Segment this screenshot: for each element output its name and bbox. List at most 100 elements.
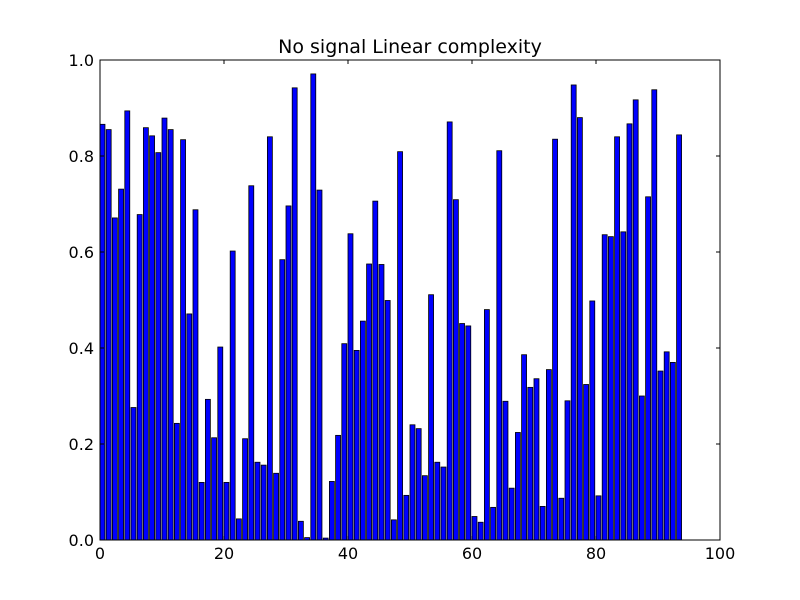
bar-84	[620, 231, 627, 541]
bar-55	[440, 466, 447, 541]
bar-29	[279, 259, 286, 541]
bar-78	[583, 384, 589, 541]
x-axis-ticks: 0 20 40 60 80 100	[95, 60, 735, 563]
x-tick-label-2: 40	[338, 544, 358, 563]
bar-63	[490, 506, 496, 541]
bar-58	[459, 323, 465, 541]
bar-54	[434, 461, 441, 541]
bar-88	[645, 196, 651, 541]
bar-37	[328, 481, 335, 541]
bar-35	[316, 189, 323, 541]
bar-47	[390, 519, 397, 541]
bar-42	[359, 320, 366, 541]
bar-75	[564, 400, 571, 541]
bar-0	[99, 123, 106, 541]
bar-49	[403, 494, 410, 541]
bar-43	[366, 263, 372, 541]
bar-65	[502, 400, 509, 541]
bar-74	[558, 497, 565, 541]
bar-85	[626, 123, 633, 541]
plot-frame	[99, 59, 721, 541]
bar-4	[124, 110, 131, 541]
chart-title: No signal Linear complexity	[278, 36, 542, 58]
bar-45	[378, 264, 385, 541]
bar-28	[273, 472, 279, 541]
bar-20	[223, 481, 230, 541]
bar-52	[421, 475, 428, 541]
y-tick-label-2: 0.4	[69, 339, 94, 358]
bar-5	[130, 407, 137, 541]
bar-90	[657, 370, 664, 541]
y-tick-label-5: 1.0	[69, 51, 94, 70]
bar-3	[118, 188, 124, 541]
bar-14	[186, 313, 193, 541]
bar-60	[471, 516, 478, 541]
bar-6	[136, 214, 143, 541]
bar-87	[639, 395, 645, 541]
bar-40	[347, 233, 354, 541]
y-axis-ticks: 0.0 0.2 0.4 0.6 0.8 1.0	[69, 51, 720, 550]
bar-67	[515, 432, 521, 541]
bar-8	[149, 135, 155, 541]
bar-21	[229, 250, 236, 541]
bar-7	[142, 127, 149, 541]
bar-81	[601, 234, 608, 541]
bar-70	[533, 378, 540, 541]
x-tick-label-0: 0	[95, 544, 105, 563]
bar-19	[217, 346, 224, 541]
bar-31	[291, 87, 298, 541]
bar-30	[285, 205, 292, 541]
bar-91	[663, 351, 670, 541]
bar-39	[341, 343, 348, 541]
bar-57	[452, 199, 459, 541]
bar-64	[496, 150, 503, 541]
bar-76	[570, 84, 577, 541]
bar-22	[235, 518, 242, 541]
x-tick-label-5: 100	[705, 544, 736, 563]
bar-24	[248, 185, 255, 541]
bar-23	[242, 438, 248, 541]
bar-17	[204, 398, 211, 541]
bar-1	[105, 129, 112, 541]
bar-83	[614, 136, 620, 541]
bar-26	[260, 464, 267, 541]
bar-51	[415, 428, 422, 541]
bar-56	[446, 121, 453, 541]
bar-11	[167, 129, 174, 541]
y-tick-label-0: 0.0	[69, 531, 94, 550]
x-tick-label-3: 60	[462, 544, 482, 563]
bar-77	[577, 117, 583, 541]
bar-15	[192, 209, 199, 541]
bar-59	[465, 325, 472, 541]
bar-92	[670, 361, 676, 541]
bar-73	[552, 138, 558, 541]
bar-25	[254, 461, 261, 541]
bar-62	[483, 309, 490, 541]
bar-2	[112, 217, 118, 541]
bar-86	[632, 99, 639, 541]
bar-82	[608, 236, 614, 541]
bar-9	[155, 152, 162, 541]
bar-13	[180, 139, 186, 541]
bar-53	[428, 294, 434, 541]
bar-44	[372, 200, 379, 541]
bar-66	[508, 487, 515, 541]
bar-50	[409, 424, 416, 541]
bar-48	[397, 151, 403, 541]
bar-32	[297, 520, 304, 541]
bar-79	[589, 300, 596, 541]
bar-80	[595, 495, 602, 541]
bar-16	[198, 481, 205, 541]
bar-72	[546, 369, 552, 541]
bar-46	[384, 300, 391, 541]
bar-61	[477, 521, 484, 541]
y-tick-label-1: 0.2	[69, 435, 94, 454]
bar-68	[521, 354, 527, 541]
bar-93	[676, 134, 682, 541]
y-tick-label-3: 0.6	[69, 243, 94, 262]
bar-38	[335, 434, 341, 541]
bar-71	[539, 505, 546, 541]
bar-41	[353, 349, 360, 541]
bar-89	[651, 89, 658, 541]
